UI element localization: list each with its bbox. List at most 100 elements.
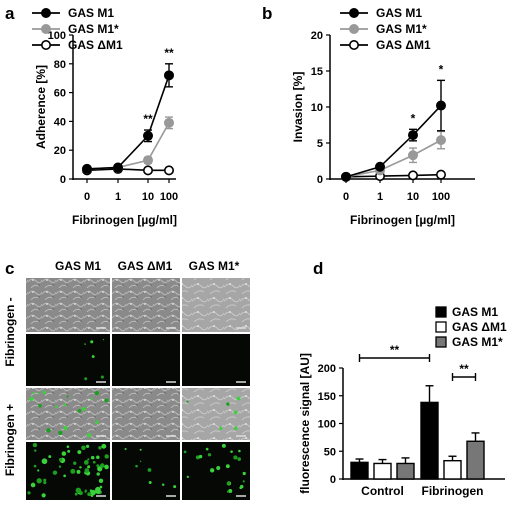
bacterium-dot xyxy=(147,468,152,472)
significance-marker: ** xyxy=(459,362,469,376)
bacterium-dot xyxy=(216,465,221,471)
y-tick-label: 0 xyxy=(317,174,323,186)
bar xyxy=(396,462,415,480)
bacterium-dot xyxy=(84,468,90,473)
data-point xyxy=(407,170,418,181)
bacterium-dot xyxy=(66,395,69,398)
x-tick-label: 100 xyxy=(160,191,178,203)
legend-label: GAS M1 xyxy=(452,305,498,319)
bacterium-dot xyxy=(74,492,78,496)
bacterium-dot xyxy=(96,455,100,459)
bacterium-dot xyxy=(228,488,233,494)
bacterium-dot xyxy=(90,397,93,400)
bacterium-dot xyxy=(42,390,47,395)
series-line xyxy=(345,105,442,178)
legend-label: GAS ΔM1 xyxy=(376,38,431,52)
legend-marker xyxy=(348,23,359,34)
bacterium-dot xyxy=(230,450,233,453)
series-line xyxy=(86,75,170,170)
x-tick-label: 1 xyxy=(115,191,121,203)
bacterium-dot xyxy=(207,453,212,457)
bacterium-dot xyxy=(96,464,100,468)
row-label-fibrinogen-plus: Fibrinogen + xyxy=(3,404,17,476)
panel-letter-a: a xyxy=(5,4,15,23)
legend-label: GAS M1* xyxy=(452,335,503,349)
y-tick-label: 0 xyxy=(60,174,66,186)
bacterium-dot xyxy=(238,449,241,453)
micrograph-phase-m1star-minus xyxy=(182,278,250,332)
micrograph-fluor-m1-minus xyxy=(26,334,110,386)
bacterium-dot xyxy=(81,406,86,411)
bacterium-dot xyxy=(37,392,40,395)
bacterium-dot xyxy=(43,480,47,485)
bacterium-dot xyxy=(195,455,200,460)
x-axis-label: Fibrinogen [µg/ml] xyxy=(350,213,455,227)
bacterium-dot xyxy=(148,481,152,485)
bacterium-dot xyxy=(73,461,77,465)
legend-label: GAS M1* xyxy=(68,22,119,36)
fluorescence-bar-chart: 0 50 100 150 200 fluorescence signal [AU] Cont… xyxy=(298,305,507,498)
y-tick-label: 40 xyxy=(54,116,66,128)
legend-label: GAS ΔM1 xyxy=(68,38,123,52)
bacterium-dot xyxy=(48,455,52,459)
bacterium-dot xyxy=(67,449,71,453)
bacterium-dot xyxy=(226,402,230,406)
significance-marker: ** xyxy=(143,112,153,126)
data-point xyxy=(113,162,124,173)
bacterium-dot xyxy=(173,485,177,489)
category-label: Control xyxy=(361,484,404,498)
row-label-fibrinogen-minus: Fibrinogen - xyxy=(3,297,17,366)
bacterium-dot xyxy=(34,449,37,452)
bacterium-dot xyxy=(92,460,96,464)
bar xyxy=(466,440,485,480)
bacterium-dot xyxy=(237,457,241,461)
x-tick-label: 0 xyxy=(84,191,90,203)
legend-marker xyxy=(40,8,51,18)
panel-letter-b: b xyxy=(262,4,272,23)
panel-letter-d: d xyxy=(313,259,323,278)
bacterium-dot xyxy=(33,464,37,468)
x-axis-label: Fibrinogen [µg/ml] xyxy=(72,213,177,227)
series-line xyxy=(86,122,170,170)
data-point xyxy=(143,165,154,176)
y-tick-label: 5 xyxy=(317,138,323,150)
significance-marker: * xyxy=(411,111,416,125)
fluorescent-bacteria xyxy=(27,338,246,498)
bacterium-dot xyxy=(63,426,68,431)
x-tick-label: 100 xyxy=(432,191,450,203)
bacterium-dot xyxy=(76,469,81,474)
data-point xyxy=(164,70,175,81)
x-tick-label: 1 xyxy=(377,191,383,203)
bacterium-dot xyxy=(58,465,62,468)
bacterium-dot xyxy=(66,445,70,448)
bacterium-dot xyxy=(233,455,238,460)
bacterium-dot xyxy=(225,464,230,469)
legend-label: GAS ΔM1 xyxy=(452,320,507,334)
legend-swatch xyxy=(435,306,447,318)
micrograph-phase-deltam1-minus xyxy=(112,278,180,332)
bar xyxy=(420,401,439,480)
adherence-line-chart: 0 20 40 60 80 100 0 1 10 100 Fibrinogen [µg/ml] Adh… xyxy=(32,6,178,227)
bacterium-dot xyxy=(52,470,58,475)
bacterium-dot xyxy=(104,464,109,470)
bacterium-dot xyxy=(98,446,102,450)
bacterium-dot xyxy=(139,448,142,451)
bacterium-dot xyxy=(186,475,189,479)
bacterium-dot xyxy=(87,433,92,438)
y-tick-label: 0 xyxy=(330,474,336,486)
legend-marker xyxy=(348,39,359,50)
bacterium-dot xyxy=(99,485,103,489)
bacterium-dot xyxy=(90,494,94,498)
bacterium-dot xyxy=(226,490,230,493)
bacterium-dot xyxy=(87,492,92,497)
legend-swatch xyxy=(435,321,447,333)
y-tick-label: 150 xyxy=(318,391,336,403)
x-tick-label: 10 xyxy=(407,191,419,203)
series-line xyxy=(345,139,442,178)
legend-label: GAS M1 xyxy=(68,6,114,20)
data-point xyxy=(374,161,385,172)
bacterium-dot xyxy=(32,442,38,448)
data-point xyxy=(435,135,446,146)
bacterium-dot xyxy=(135,464,138,468)
bacterium-dot xyxy=(234,426,238,431)
